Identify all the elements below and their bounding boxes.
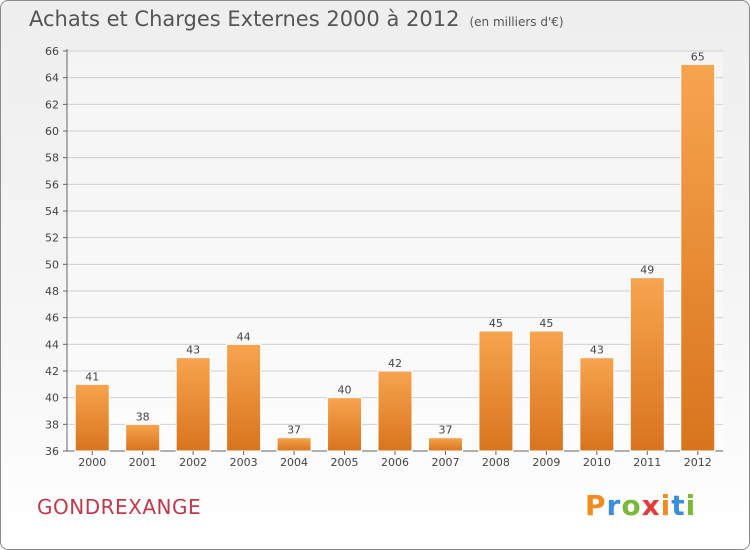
y-tick-label: 36: [45, 445, 59, 458]
x-tick-label: 2008: [482, 456, 510, 469]
bar: [680, 63, 716, 452]
y-tick-label: 56: [45, 178, 59, 191]
logo-letter: P: [585, 489, 607, 522]
y-tick-label: 38: [45, 418, 59, 431]
proxiti-logo: Proxiti: [585, 489, 696, 522]
bar-value-label: 49: [640, 264, 654, 277]
y-tick-label: 48: [45, 285, 59, 298]
bar-value-label: 65: [691, 50, 705, 63]
x-tick-label: 2005: [331, 456, 359, 469]
y-tick-label: 42: [45, 365, 59, 378]
x-tick-label: 2009: [532, 456, 560, 469]
bar-value-label: 37: [438, 424, 452, 437]
y-tick-label: 64: [45, 72, 59, 85]
bar-value-label: 37: [287, 424, 301, 437]
y-tick-label: 60: [45, 125, 59, 138]
bar: [478, 330, 514, 452]
y-tick-label: 52: [45, 232, 59, 245]
bar: [427, 437, 463, 452]
x-tick-label: 2012: [684, 456, 712, 469]
x-tick-label: 2010: [583, 456, 611, 469]
y-tick-label: 54: [45, 205, 59, 218]
x-tick-label: 2001: [129, 456, 157, 469]
bar: [327, 397, 363, 452]
bar-value-label: 42: [388, 357, 402, 370]
bar-value-label: 43: [186, 344, 200, 357]
bar: [175, 357, 211, 452]
bar-value-label: 43: [590, 344, 604, 357]
bar: [528, 330, 564, 452]
y-tick-label: 44: [45, 338, 59, 351]
bar-value-label: 38: [136, 410, 150, 423]
y-tick-label: 58: [45, 152, 59, 165]
bar: [226, 343, 262, 452]
chart-title: Achats et Charges Externes 2000 à 2012 (e…: [29, 7, 564, 31]
x-tick-label: 2002: [179, 456, 207, 469]
bar: [74, 383, 110, 452]
bar: [629, 277, 665, 452]
y-tick-label: 66: [45, 45, 59, 58]
bar-value-label: 45: [489, 317, 503, 330]
y-tick-label: 50: [45, 258, 59, 271]
chart-subtitle: (en milliers d'€): [469, 15, 564, 29]
chart-title-text: Achats et Charges Externes 2000 à 2012: [29, 7, 460, 31]
bar-value-label: 40: [338, 384, 352, 397]
bar-value-label: 44: [237, 330, 251, 343]
y-tick-label: 40: [45, 392, 59, 405]
logo-letter: i: [685, 489, 697, 522]
logo-letter: r: [606, 489, 622, 522]
y-tick-label: 46: [45, 312, 59, 325]
x-tick-label: 2011: [633, 456, 661, 469]
x-tick-label: 2003: [230, 456, 258, 469]
y-tick-label: 62: [45, 98, 59, 111]
bar: [579, 357, 615, 452]
bar: [276, 437, 312, 452]
logo-letter: t: [671, 489, 686, 522]
bar-value-label: 45: [539, 317, 553, 330]
logo-letter: x: [641, 489, 661, 522]
x-tick-label: 2000: [78, 456, 106, 469]
commune-name: GONDREXANGE: [37, 495, 202, 519]
bar-value-label: 41: [85, 370, 99, 383]
x-tick-label: 2007: [431, 456, 459, 469]
bar: [377, 370, 413, 452]
x-tick-label: 2004: [280, 456, 308, 469]
x-tick-label: 2006: [381, 456, 409, 469]
bar: [125, 423, 161, 452]
logo-letter: o: [621, 489, 642, 522]
logo-letter: i: [660, 489, 672, 522]
